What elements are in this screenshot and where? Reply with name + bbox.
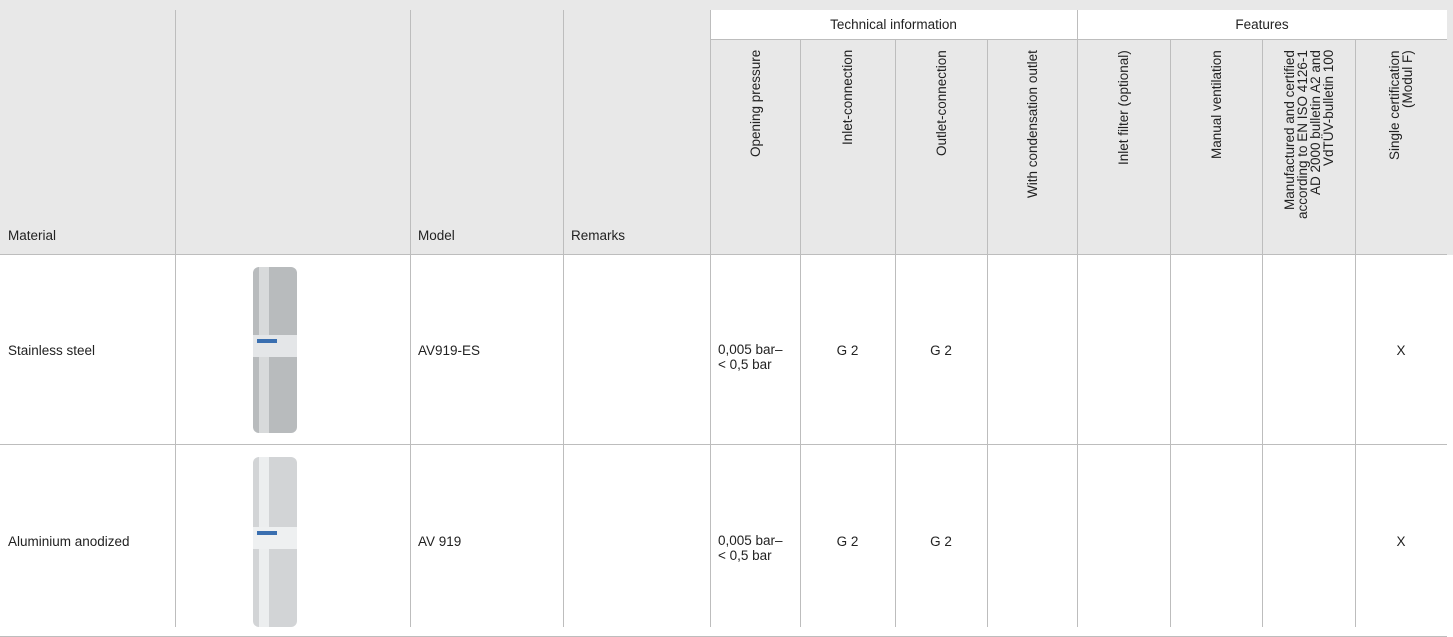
column-header: Outlet-connection bbox=[933, 50, 949, 156]
column-divider bbox=[1262, 40, 1263, 627]
group-header: Features bbox=[1235, 17, 1289, 32]
inlet-connection: G 2 bbox=[836, 342, 859, 358]
opening-pressure: 0,005 bar– < 0,5 bar bbox=[718, 533, 783, 563]
column-header: Inlet filter (optional) bbox=[1116, 50, 1131, 165]
column-divider bbox=[987, 40, 988, 627]
model: AV 919 bbox=[418, 533, 462, 549]
row-divider bbox=[0, 444, 1447, 445]
column-divider bbox=[895, 40, 896, 627]
product-image bbox=[253, 457, 297, 627]
column-divider bbox=[563, 10, 564, 627]
column-divider bbox=[410, 10, 411, 627]
material: Aluminium anodized bbox=[8, 533, 130, 549]
outlet-connection: G 2 bbox=[930, 533, 952, 549]
group-divider bbox=[710, 39, 1447, 40]
opening-pressure: 0,005 bar– < 0,5 bar bbox=[718, 342, 783, 372]
header-divider bbox=[0, 254, 1447, 255]
column-divider bbox=[800, 40, 801, 627]
header-background bbox=[0, 0, 1453, 255]
group-header-bg bbox=[1077, 10, 1447, 40]
column-header: Opening pressure bbox=[747, 50, 763, 158]
column-header: Material bbox=[8, 228, 57, 243]
column-divider bbox=[1170, 40, 1171, 627]
group-header: Technical information bbox=[830, 17, 957, 32]
column-header: Remarks bbox=[571, 228, 626, 243]
column-divider bbox=[710, 10, 711, 627]
material: Stainless steel bbox=[8, 342, 96, 358]
column-divider bbox=[1355, 40, 1356, 627]
single-certification: X bbox=[1396, 342, 1406, 358]
model: AV919-ES bbox=[418, 342, 481, 358]
column-header: Manufactured and certified according to E… bbox=[1281, 50, 1336, 219]
inlet-connection: G 2 bbox=[836, 533, 859, 549]
column-header: Manual ventilation bbox=[1208, 50, 1224, 159]
column-header: With condensation outlet bbox=[1024, 50, 1040, 198]
product-image bbox=[253, 267, 297, 433]
column-header: Model bbox=[418, 228, 455, 243]
column-divider bbox=[1077, 10, 1078, 627]
group-header-bg bbox=[710, 10, 1077, 40]
outlet-connection: G 2 bbox=[930, 342, 952, 358]
column-header: Inlet-connection bbox=[840, 50, 855, 146]
column-header: Single certification (Modul F) bbox=[1387, 50, 1415, 160]
single-certification: X bbox=[1396, 533, 1406, 549]
column-divider bbox=[175, 10, 176, 627]
